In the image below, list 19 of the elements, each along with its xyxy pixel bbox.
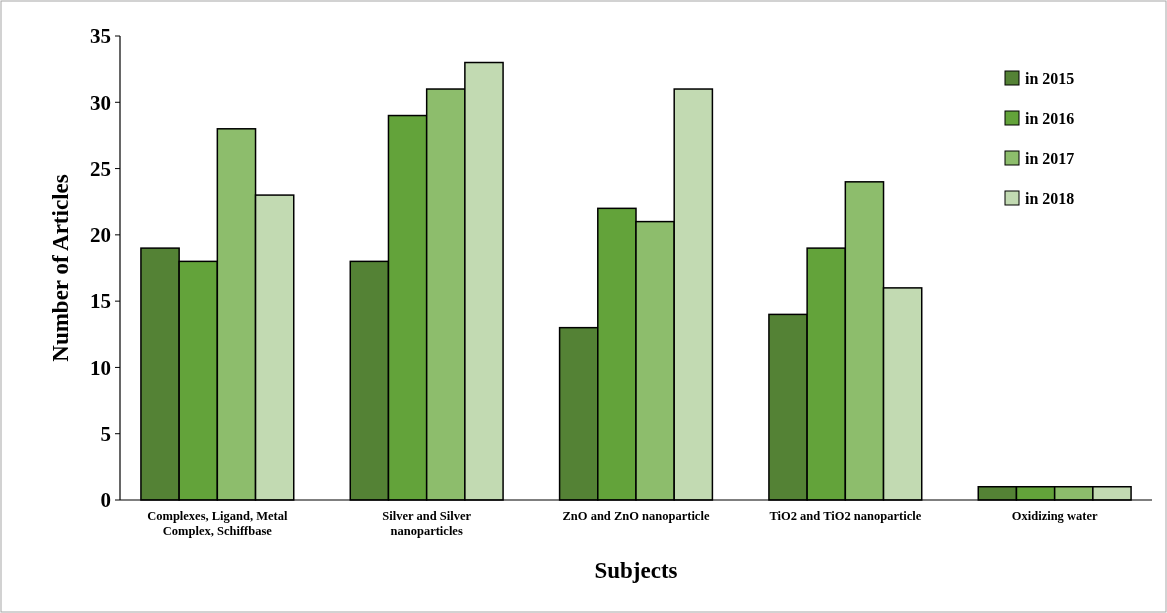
legend-label: in 2016 (1025, 109, 1075, 127)
y-tick-label: 15 (90, 289, 111, 314)
y-tick-label: 35 (90, 24, 111, 49)
y-tick-label: 5 (100, 422, 111, 447)
x-tick-label: TiO2 and TiO2 nanoparticle (769, 509, 922, 523)
y-tick-label: 25 (90, 156, 111, 181)
y-tick-label: 10 (90, 355, 111, 380)
legend-label: in 2018 (1025, 189, 1075, 207)
x-axis-title: Subjects (594, 558, 678, 583)
y-tick-label: 20 (90, 223, 111, 248)
x-tick-label: Oxidizing water (1011, 509, 1098, 523)
y-tick-label: 30 (90, 90, 111, 115)
x-tick-label: Complexes, Ligand, Metal Complex, Schiffbase (147, 509, 288, 538)
x-tick-label: ZnO and ZnO nanoparticle (562, 509, 710, 523)
y-axis-title: Number of Articles (48, 174, 73, 362)
legend-label: in 2017 (1025, 149, 1075, 167)
x-tick-label: Silver and Silver nanoparticles (382, 509, 472, 538)
legend-label: in 2015 (1025, 69, 1075, 87)
y-tick-label: 0 (100, 488, 111, 513)
